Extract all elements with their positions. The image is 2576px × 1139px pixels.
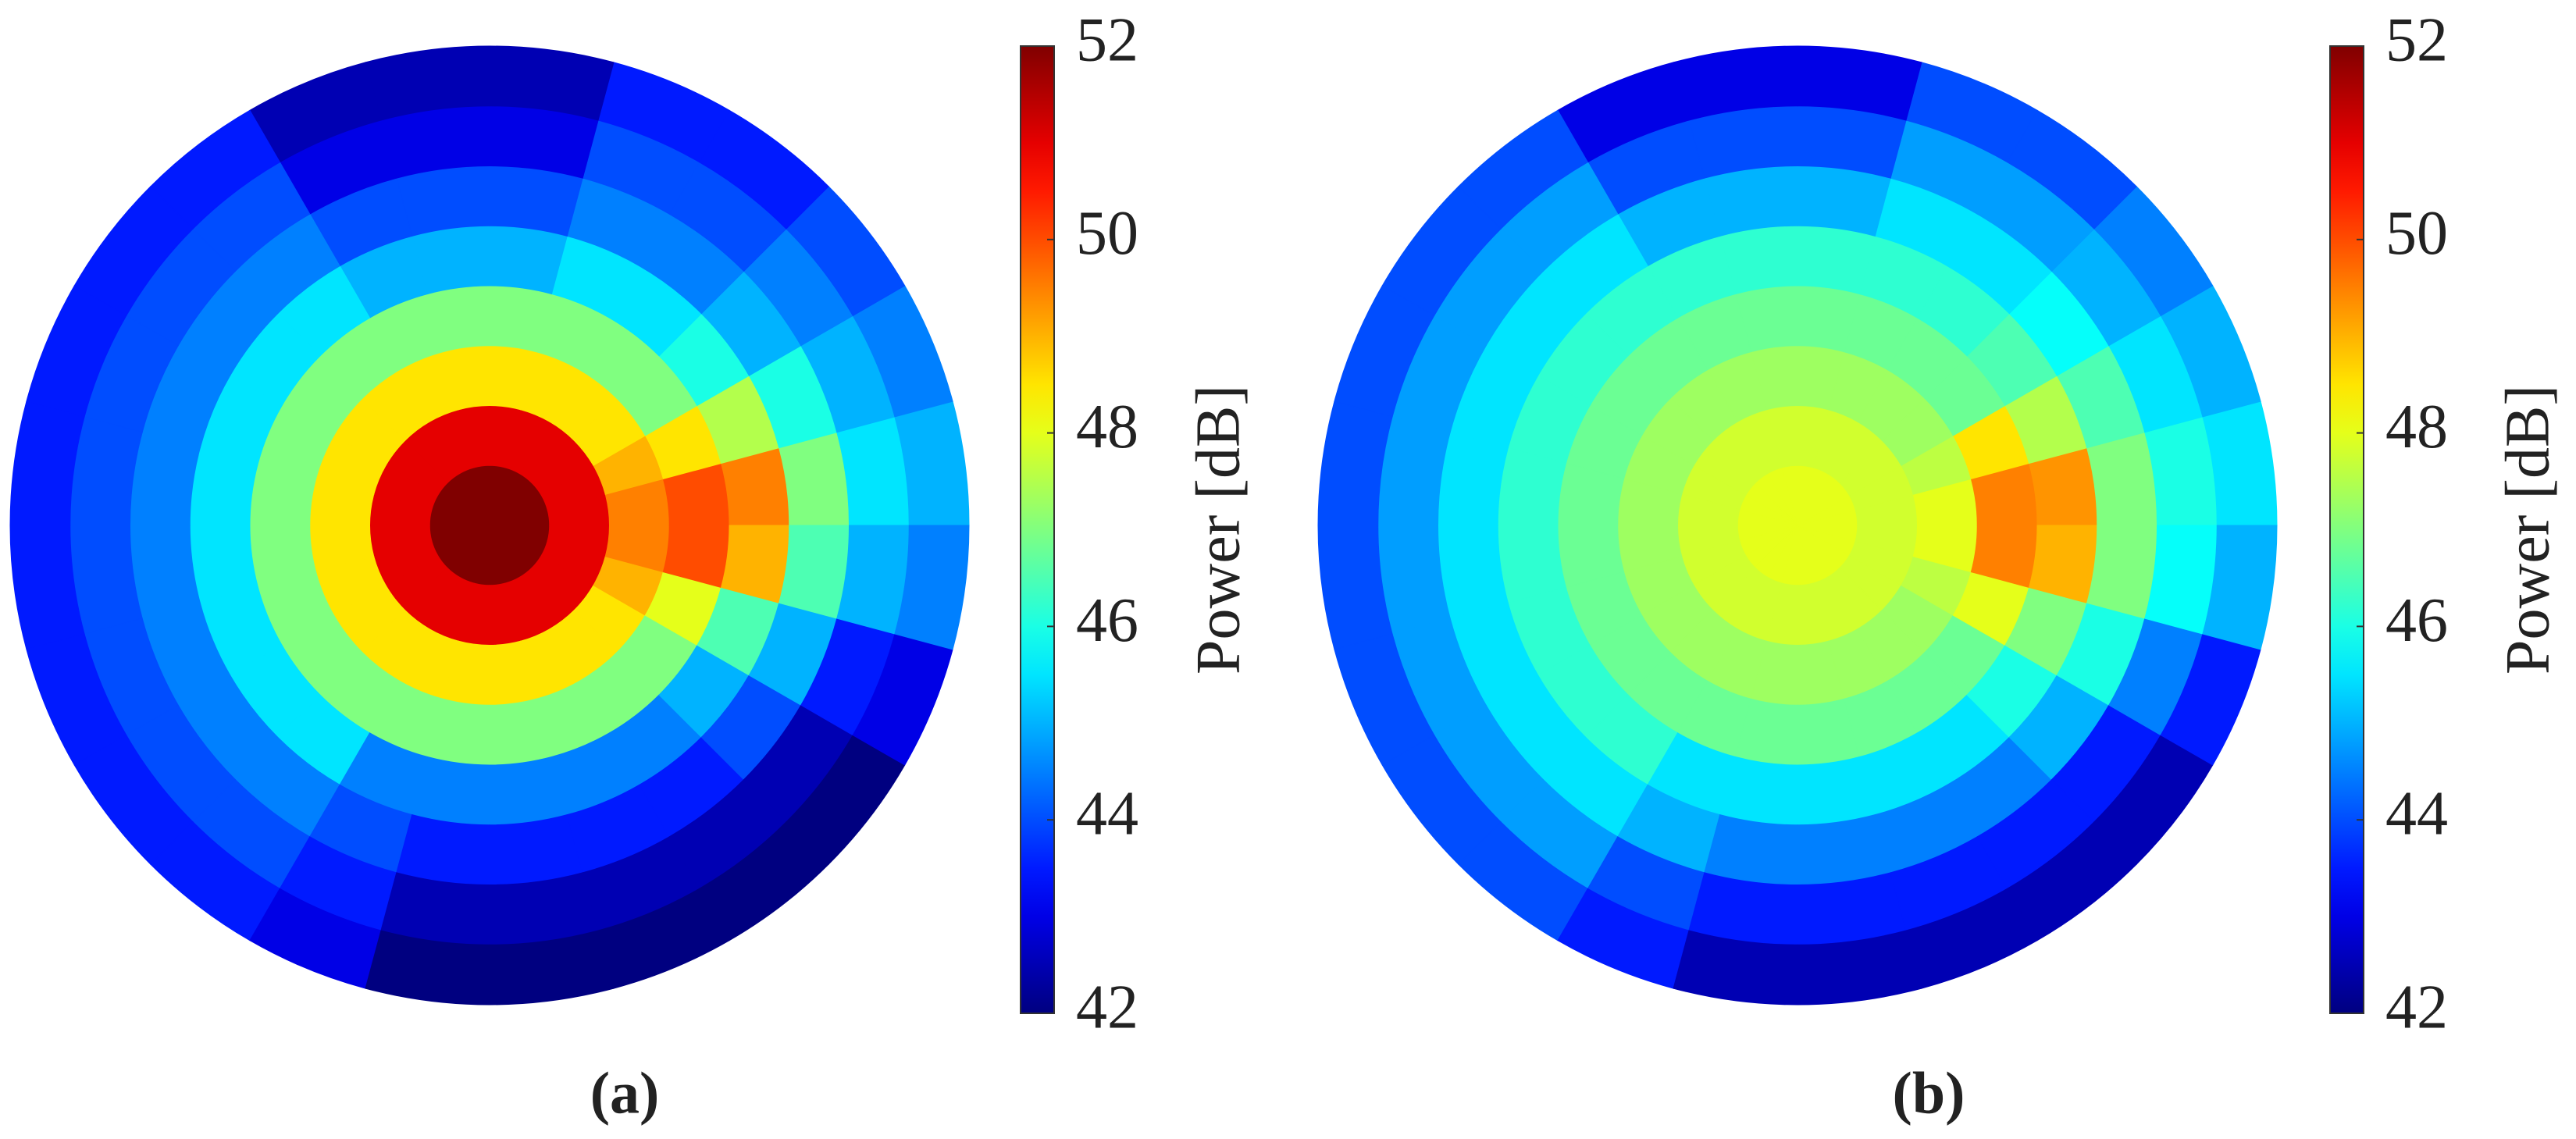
colorbar-tick-label: 50	[2385, 199, 2448, 268]
colorbar-tick-label: 44	[1076, 780, 1138, 849]
heatmap-cell	[1797, 814, 1891, 886]
heatmap-cell	[129, 525, 201, 619]
heatmap-cell	[489, 814, 583, 886]
colorbar-tick-label: 52	[2385, 5, 2448, 74]
heatmap-cell	[1704, 165, 1798, 237]
heatmap-cell	[894, 525, 970, 650]
colorbar-label: Power [dB]	[1184, 385, 1252, 675]
heatmap-cell	[1437, 432, 1509, 526]
heatmap-cell	[2086, 432, 2158, 526]
colorbar-tick-label: 44	[2385, 780, 2448, 849]
colorbar	[1020, 45, 1055, 1014]
heatmap-cell	[2086, 525, 2158, 619]
heatmap-cell	[1797, 165, 1891, 237]
heatmap-cell	[779, 432, 850, 526]
heatmap-cell	[1704, 814, 1798, 886]
heatmap-cell	[1437, 525, 1509, 619]
heatmap-cell	[489, 165, 583, 237]
colorbar-tick-label: 50	[1076, 199, 1138, 268]
caption: (a)	[590, 1060, 660, 1126]
colorbar-tick-label: 48	[1076, 393, 1138, 461]
colorbar-tick-label: 46	[1076, 586, 1138, 655]
colorbar-tick-label: 42	[1076, 973, 1138, 1041]
heatmap-cell	[129, 432, 201, 526]
heatmap-cell	[2202, 525, 2278, 650]
colorbar-tick-label: 42	[2385, 973, 2448, 1041]
heatmap-cell	[396, 814, 490, 886]
heatmap-cell	[779, 525, 850, 619]
heatmap-cell	[396, 165, 490, 237]
colorbar-label: Power [dB]	[2493, 385, 2562, 675]
colorbar	[2329, 45, 2364, 1014]
colorbar-tick-label: 48	[2385, 393, 2448, 461]
colorbar-tick-label: 52	[1076, 5, 1138, 74]
colorbar-tick-label: 46	[2385, 586, 2448, 655]
caption: (b)	[1893, 1060, 1965, 1126]
